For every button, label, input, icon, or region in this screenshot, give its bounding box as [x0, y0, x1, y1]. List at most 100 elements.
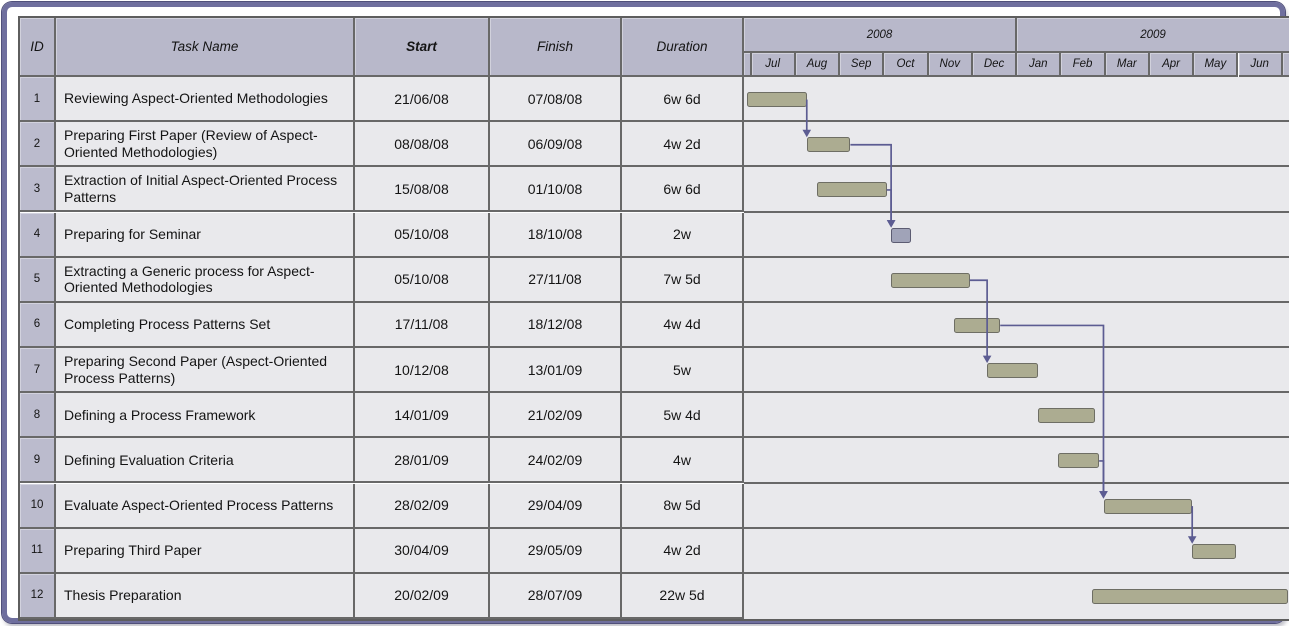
id-cell: 1: [20, 77, 56, 123]
start-cell: 20/02/09: [355, 573, 490, 619]
month-cell: Apr: [1149, 53, 1195, 77]
gantt-table: ID Task Name Start Finish Duration 2008 2009 Ju…: [18, 16, 1289, 621]
id-cell: 2: [20, 122, 56, 168]
task-name-cell: Defining a Process Framework: [56, 393, 355, 439]
gantt-bar-task-7[interactable]: [987, 363, 1038, 379]
row-separator: [744, 481, 1289, 484]
month-cell: Sep: [840, 53, 885, 77]
duration-cell: 4w: [622, 438, 744, 484]
row-separator: [744, 255, 1289, 258]
duration-cell: 8w 5d: [622, 483, 744, 529]
row-separator: [744, 346, 1289, 348]
row-separator: [744, 165, 1289, 168]
id-cell: 3: [20, 167, 56, 213]
duration-cell: 4w 2d: [622, 528, 744, 574]
start-cell: 08/08/08: [355, 122, 490, 168]
column-header-start: Start: [355, 18, 490, 77]
duration-cell: 5w: [622, 348, 744, 394]
finish-cell: 21/02/09: [490, 393, 622, 439]
row-separator: [744, 391, 1289, 394]
month-cell: Jun: [1238, 53, 1283, 77]
finish-cell: 06/09/08: [490, 122, 622, 168]
month-cell: Oct: [884, 53, 929, 77]
month-cell: Jan: [1017, 53, 1062, 77]
task-name-cell: Reviewing Aspect-Oriented Methodologies: [56, 77, 355, 123]
gantt-bar-task-9[interactable]: [1058, 453, 1100, 469]
duration-cell: 5w 4d: [622, 393, 744, 439]
month-cell: Dec: [972, 53, 1018, 77]
duration-cell: 4w 4d: [622, 302, 744, 348]
id-cell: 12: [20, 573, 56, 619]
id-cell: 9: [20, 438, 56, 484]
month-cell-partial: [744, 53, 752, 77]
id-cell: 5: [20, 257, 56, 303]
gantt-body: [744, 77, 1289, 619]
row-separator: [744, 436, 1289, 439]
task-name-cell: Preparing First Paper (Review of Aspect-…: [56, 122, 355, 168]
finish-cell: 27/11/08: [490, 257, 622, 303]
finish-cell: 29/05/09: [490, 528, 622, 574]
task-name-cell: Preparing for Seminar: [56, 212, 355, 258]
id-cell: 6: [20, 302, 56, 348]
id-cell: 7: [20, 348, 56, 394]
finish-cell: 13/01/09: [490, 348, 622, 394]
start-cell: 30/04/09: [355, 528, 490, 574]
finish-cell: 18/12/08: [490, 302, 622, 348]
column-header-duration: Duration: [622, 18, 744, 77]
gantt-bar-task-4[interactable]: [891, 227, 912, 243]
duration-cell: 6w 6d: [622, 77, 744, 123]
finish-cell: 18/10/08: [490, 212, 622, 258]
row-separator: [744, 526, 1289, 529]
task-name-cell: Preparing Third Paper: [56, 528, 355, 574]
finish-cell: 24/02/09: [490, 438, 622, 484]
column-header-finish: Finish: [490, 18, 622, 77]
month-cell: Nov: [928, 53, 973, 77]
finish-cell: 28/07/09: [490, 573, 622, 619]
start-cell: 05/10/08: [355, 257, 490, 303]
column-header-task-name: Task Name: [56, 18, 355, 77]
start-cell: 05/10/08: [355, 212, 490, 258]
id-cell: 4: [20, 212, 56, 258]
gantt-bar-task-10[interactable]: [1103, 498, 1193, 514]
task-name-cell: Completing Process Patterns Set: [56, 302, 355, 348]
finish-cell: 29/04/09: [490, 483, 622, 529]
gantt-bar-task-1[interactable]: [746, 92, 807, 108]
month-cell: Jul: [751, 53, 796, 77]
gantt-bar-task-8[interactable]: [1038, 408, 1095, 424]
gantt-bar-task-11[interactable]: [1192, 543, 1236, 559]
id-cell: 11: [20, 528, 56, 574]
gantt-bar-task-12[interactable]: [1091, 588, 1289, 604]
duration-cell: 22w 5d: [622, 573, 744, 619]
month-cell: Mar: [1105, 53, 1150, 77]
duration-cell: 6w 6d: [622, 167, 744, 213]
row-separator: [744, 210, 1289, 213]
gantt-bar-task-6[interactable]: [953, 317, 1001, 333]
task-name-cell: Extracting a Generic process for Aspect-…: [56, 257, 355, 303]
task-name-cell: Evaluate Aspect-Oriented Process Pattern…: [56, 483, 355, 529]
id-cell: 10: [20, 483, 56, 529]
start-cell: 28/01/09: [355, 438, 490, 484]
gantt-bar-task-3[interactable]: [817, 182, 887, 198]
task-name-cell: Thesis Preparation: [56, 573, 355, 619]
start-cell: 21/06/08: [355, 77, 490, 123]
month-cell: Feb: [1061, 53, 1106, 77]
column-header-id: ID: [20, 18, 56, 77]
start-cell: 15/08/08: [355, 167, 490, 213]
finish-cell: 07/08/08: [490, 77, 622, 123]
id-cell: 8: [20, 393, 56, 439]
duration-cell: 2w: [622, 212, 744, 258]
gantt-bar-task-2[interactable]: [806, 137, 851, 153]
month-cell: Aug: [795, 53, 841, 77]
start-cell: 10/12/08: [355, 348, 490, 394]
row-separator: [744, 120, 1289, 123]
task-name-cell: Extraction of Initial Aspect-Oriented Pr…: [56, 167, 355, 213]
gantt-bar-task-5[interactable]: [891, 272, 970, 288]
duration-cell: 7w 5d: [622, 257, 744, 303]
row-separator: [744, 571, 1289, 574]
year-cell: 2008: [744, 18, 1018, 53]
finish-cell: 01/10/08: [490, 167, 622, 213]
task-name-cell: Defining Evaluation Criteria: [56, 438, 355, 484]
month-cell-partial: [1282, 53, 1289, 77]
